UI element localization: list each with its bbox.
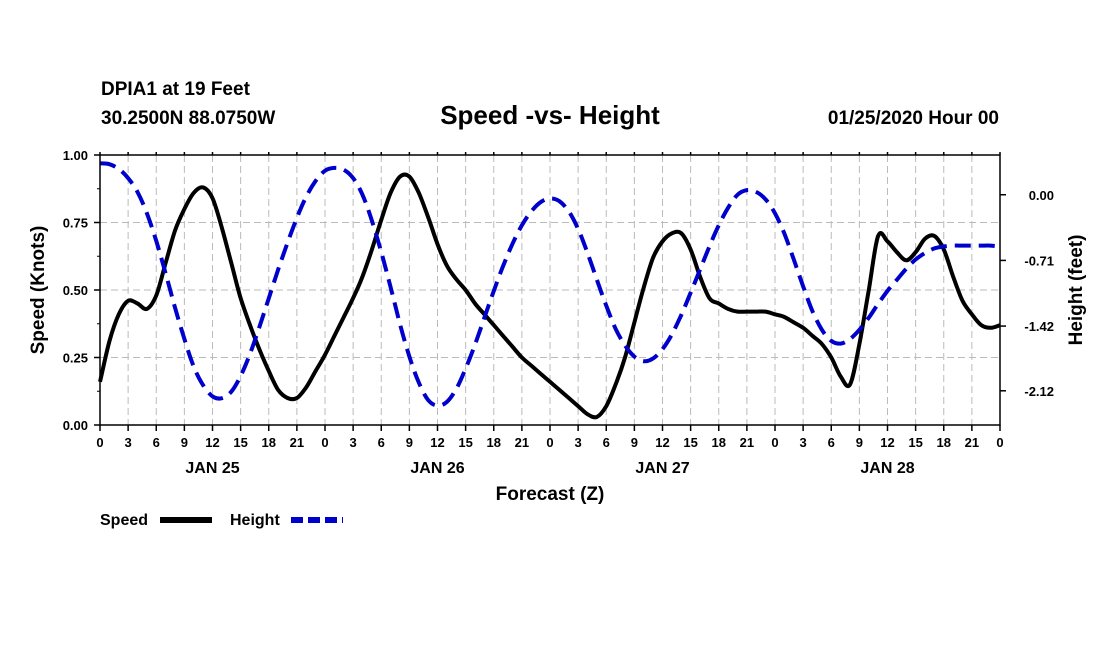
legend-height-label: Height xyxy=(230,512,280,529)
x-tick-label: 6 xyxy=(153,435,160,450)
x-tick-label: 18 xyxy=(937,435,951,450)
chart-title: Speed -vs- Height xyxy=(440,100,660,130)
x-tick-label: 9 xyxy=(631,435,638,450)
x-tick-label: 3 xyxy=(800,435,807,450)
datetime-label: 01/25/2020 Hour 00 xyxy=(828,108,999,129)
y2-tick-label: -1.42 xyxy=(1024,319,1054,334)
x-tick-label: 21 xyxy=(965,435,979,450)
y-axis-title: Speed (Knots) xyxy=(28,226,49,355)
x-tick-label: 0 xyxy=(321,435,328,450)
x-tick-label: 9 xyxy=(856,435,863,450)
x-tick-label: 12 xyxy=(655,435,669,450)
x-tick-label: 3 xyxy=(575,435,582,450)
station-label: DPIA1 at 19 Feet xyxy=(101,79,251,100)
day-label: JAN 27 xyxy=(635,460,689,477)
axis-ticks: 0 3 6 9 12 15 18 21 0 3 6 9 12 15 18 21 0 3 6 9 12 15 18 21 0 3 6 9… xyxy=(63,148,1054,477)
y2-tick-label: -0.71 xyxy=(1024,253,1054,268)
x-tick-label: 21 xyxy=(740,435,754,450)
plot-frame xyxy=(99,154,1001,426)
x-tick-label: 0 xyxy=(771,435,778,450)
x-tick-label: 15 xyxy=(458,435,472,450)
y2-axis-title: Height (feet) xyxy=(1066,235,1087,346)
x-tick-label: 0 xyxy=(996,435,1003,450)
day-label: JAN 25 xyxy=(185,460,239,477)
x-tick-label: 18 xyxy=(487,435,501,450)
coords-label: 30.2500N 88.0750W xyxy=(101,108,275,129)
x-tick-label: 6 xyxy=(828,435,835,450)
x-tick-label: 18 xyxy=(262,435,276,450)
x-tick-label: 12 xyxy=(430,435,444,450)
x-tick-label: 9 xyxy=(181,435,188,450)
x-tick-label: 0 xyxy=(546,435,553,450)
series-line-speed xyxy=(98,172,1001,420)
day-label: JAN 26 xyxy=(410,460,464,477)
x-tick-label: 21 xyxy=(290,435,304,450)
x-axis-title: Forecast (Z) xyxy=(496,484,605,505)
y-tick-label: 0.50 xyxy=(63,283,88,298)
y2-tick-label: -2.12 xyxy=(1024,384,1054,399)
x-tick-label: 3 xyxy=(350,435,357,450)
x-tick-label: 15 xyxy=(908,435,922,450)
legend: Speed Height xyxy=(100,512,343,529)
x-tick-label: 0 xyxy=(96,435,103,450)
x-tick-label: 18 xyxy=(712,435,726,450)
y2-tick-label: 0.00 xyxy=(1029,188,1054,203)
x-tick-label: 6 xyxy=(603,435,610,450)
x-tick-label: 6 xyxy=(378,435,385,450)
x-tick-label: 12 xyxy=(880,435,894,450)
series-lines xyxy=(98,161,1001,420)
legend-speed-label: Speed xyxy=(100,512,148,529)
y-tick-label: 0.25 xyxy=(63,351,88,366)
x-tick-label: 15 xyxy=(683,435,697,450)
day-label: JAN 28 xyxy=(860,460,914,477)
x-tick-label: 15 xyxy=(233,435,247,450)
y-tick-label: 0.00 xyxy=(63,418,88,433)
y-tick-label: 1.00 xyxy=(63,148,88,163)
x-tick-label: 3 xyxy=(125,435,132,450)
y-tick-label: 0.75 xyxy=(63,216,88,231)
x-tick-label: 21 xyxy=(515,435,529,450)
x-tick-label: 9 xyxy=(406,435,413,450)
x-tick-label: 12 xyxy=(205,435,219,450)
